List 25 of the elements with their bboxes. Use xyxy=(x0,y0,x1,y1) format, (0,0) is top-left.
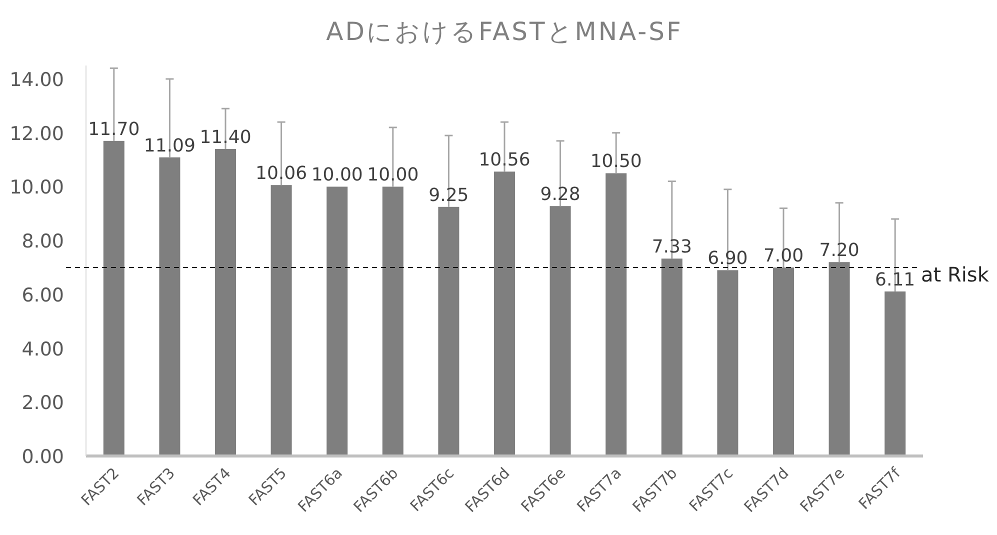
title: ADにおけるFASTとMNA-SF xyxy=(326,17,683,46)
data-label: 9.25 xyxy=(428,184,469,206)
data-label: 6.90 xyxy=(708,248,748,270)
data-label: 7.20 xyxy=(819,240,860,262)
data-label: 11.09 xyxy=(144,135,196,156)
y-tick-label: 6.00 xyxy=(22,284,64,306)
data-label: 10.00 xyxy=(311,164,363,186)
data-label: 11.40 xyxy=(200,126,252,148)
data-label: 7.00 xyxy=(763,245,804,266)
data-label: 10.06 xyxy=(256,163,308,184)
y-tick-label: 4.00 xyxy=(22,338,64,360)
data-label: 10.00 xyxy=(367,164,419,186)
y-tick-label: 10.00 xyxy=(10,176,64,199)
data-label: 9.28 xyxy=(540,184,580,206)
y-tick-label: 8.00 xyxy=(22,230,64,253)
data-label: 6.11 xyxy=(875,269,916,290)
data-label: 10.56 xyxy=(478,150,530,171)
y-tick-label: 14.00 xyxy=(10,68,64,91)
y-tick-label: 12.00 xyxy=(10,122,64,145)
y-tick-label: 0.00 xyxy=(22,446,64,468)
data-label: 7.33 xyxy=(652,236,692,258)
ref-line-label: at Risk xyxy=(921,262,990,286)
data-label: 10.50 xyxy=(590,151,642,172)
data-label: 11.70 xyxy=(88,118,140,140)
y-tick-label: 2.00 xyxy=(22,392,64,414)
